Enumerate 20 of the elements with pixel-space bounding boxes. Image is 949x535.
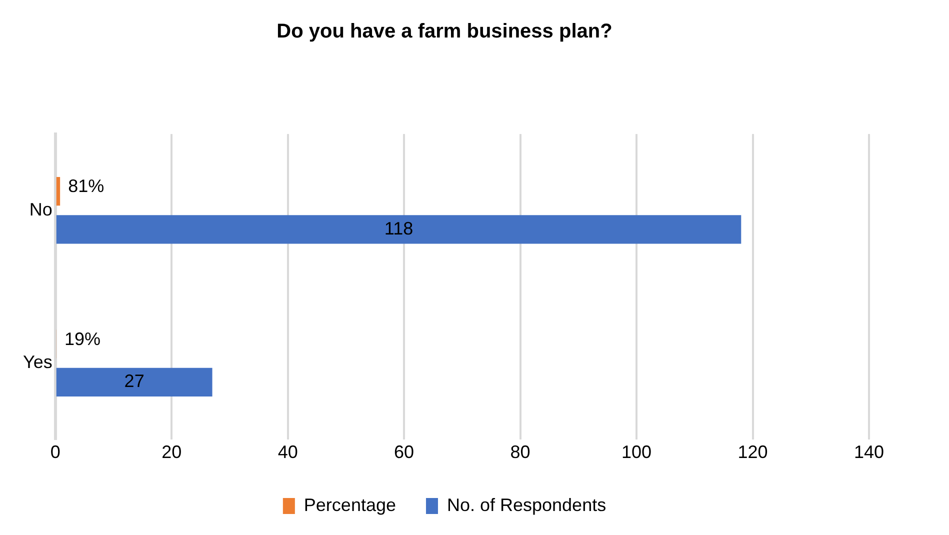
data-label: 27 — [124, 371, 144, 392]
y-tick-label: Yes — [22, 352, 52, 372]
data-label: 118 — [384, 218, 414, 238]
data-label: 81% — [68, 176, 104, 196]
x-tick-label: 120 — [738, 442, 768, 462]
x-tick-label: 0 — [50, 442, 60, 462]
bar — [56, 215, 742, 244]
chart-title: Do you have a farm business plan? — [276, 20, 612, 43]
x-tick-label: 40 — [278, 442, 298, 462]
legend-label: No. of Respondents — [446, 494, 606, 515]
x-tick-label: 60 — [394, 442, 414, 462]
x-tick-label: 20 — [162, 442, 182, 462]
bar — [56, 176, 60, 206]
x-tick-label: 100 — [622, 442, 652, 462]
x-tick-label: 140 — [854, 442, 884, 462]
data-label: 19% — [64, 328, 100, 349]
bar — [56, 368, 212, 396]
x-tick-label: 80 — [510, 442, 530, 462]
y-tick-label: No — [29, 199, 52, 220]
legend-label: Percentage — [304, 494, 396, 515]
